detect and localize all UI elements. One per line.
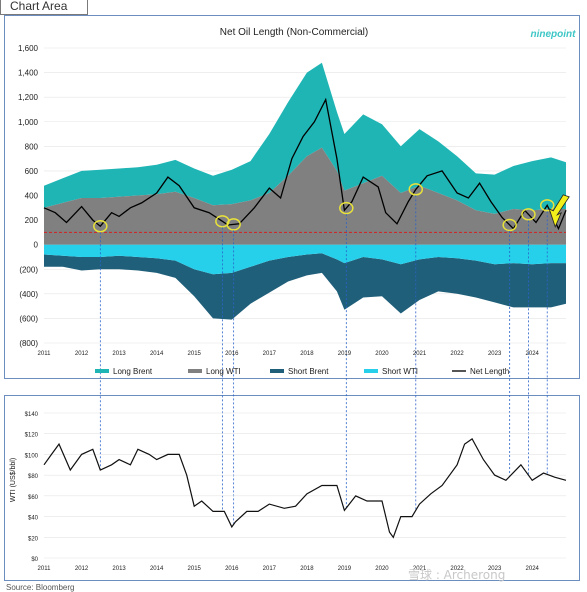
source-note: Source: Bloomberg	[6, 583, 75, 592]
highlight-circle	[93, 219, 108, 233]
x-tick-label: 2019	[338, 566, 352, 572]
legend-swatch	[188, 369, 202, 373]
y-tick-label: 1,000	[18, 118, 39, 127]
y-tick-label: $100	[25, 453, 39, 459]
x-tick-label: 2017	[263, 351, 277, 357]
wti-price-line	[43, 438, 567, 539]
x-tick-label: 2014	[150, 566, 164, 572]
arrow-shape	[548, 194, 570, 228]
y-tick-label: 200	[25, 216, 39, 225]
x-tick-label: 2024	[526, 351, 540, 357]
x-tick-label: 2021	[413, 566, 427, 572]
chart-title: Net Oil Length (Non-Commercial)	[220, 27, 368, 38]
highlight-circle	[539, 199, 555, 212]
y-tick-label: $80	[28, 474, 39, 480]
legend-label: Long Brent	[113, 367, 153, 376]
x-tick-label: 2013	[112, 566, 126, 572]
legend-swatch	[270, 369, 284, 373]
y-tick-label: $60	[28, 495, 39, 501]
x-tick-label: 2014	[150, 351, 164, 357]
y-tick-label: (200)	[19, 265, 38, 274]
y-tick-label: 1,400	[18, 69, 39, 78]
y-tick-label: 800	[25, 142, 39, 151]
area-short-brent	[44, 253, 566, 320]
chart-area-tab[interactable]: Chart Area	[0, 0, 88, 15]
y-tick-label: $140	[25, 412, 39, 418]
highlight-circle	[502, 218, 517, 232]
highlight-circle	[408, 183, 424, 196]
x-tick-label: 2022	[450, 566, 464, 572]
svg-text:ninepoint: ninepoint	[531, 29, 577, 40]
x-tick-label: 2011	[38, 566, 52, 572]
x-tick-label: 2017	[263, 566, 277, 572]
legend-label: Short WTI	[382, 367, 418, 376]
x-tick-label: 2023	[488, 566, 502, 572]
y-tick-label: 400	[25, 192, 39, 201]
ninepoint-logo: ninepoint	[530, 26, 576, 40]
x-tick-label: 2019	[338, 351, 352, 357]
x-tick-label: 2013	[112, 351, 126, 357]
legend-label: Net Length	[470, 367, 509, 376]
x-tick-label: 2022	[450, 351, 464, 357]
x-tick-label: 2021	[413, 351, 427, 357]
y-tick-label: 600	[25, 167, 39, 176]
y-tick-label: $0	[31, 557, 38, 563]
legend-label: Short Brent	[288, 367, 329, 376]
x-tick-label: 2020	[375, 351, 389, 357]
y-tick-label: $20	[28, 536, 39, 542]
x-tick-label: 2012	[75, 566, 89, 572]
y-tick-label: $120	[25, 433, 39, 439]
x-tick-label: 2024	[526, 566, 540, 572]
legend-swatch	[95, 369, 109, 373]
x-tick-label: 2012	[75, 351, 89, 357]
x-tick-label: 2015	[188, 566, 202, 572]
x-tick-label: 2018	[300, 566, 314, 572]
highlight-circle	[521, 208, 536, 221]
area-long-brent	[44, 62, 566, 214]
y-tick-label: 1,600	[18, 44, 39, 53]
y-tick-label: (800)	[19, 339, 38, 348]
x-tick-label: 2020	[375, 566, 389, 572]
watermark: 雪球 : Archerong	[408, 568, 506, 582]
y-tick-label: (600)	[19, 314, 38, 323]
wti-axis-label: WTI (US$/bbl)	[10, 458, 17, 502]
x-tick-label: 2023	[488, 351, 502, 357]
area-short-wti	[44, 244, 566, 275]
y-tick-label: $40	[28, 516, 39, 522]
x-tick-label: 2011	[38, 351, 52, 357]
x-tick-label: 2018	[300, 351, 314, 357]
legend-label: Long WTI	[206, 367, 241, 376]
highlight-circle	[226, 218, 241, 231]
y-tick-label: 0	[34, 241, 39, 250]
x-tick-label: 2016	[225, 351, 239, 357]
y-tick-label: 1,200	[18, 93, 39, 102]
x-tick-label: 2016	[225, 566, 239, 572]
highlight-circle	[339, 201, 354, 215]
net-length-line	[43, 97, 567, 231]
highlight-arrow-icon	[548, 194, 570, 228]
y-tick-label: (400)	[19, 290, 38, 299]
x-tick-label: 2015	[188, 351, 202, 357]
legend-swatch	[364, 369, 378, 373]
area-long-wti	[44, 147, 566, 245]
